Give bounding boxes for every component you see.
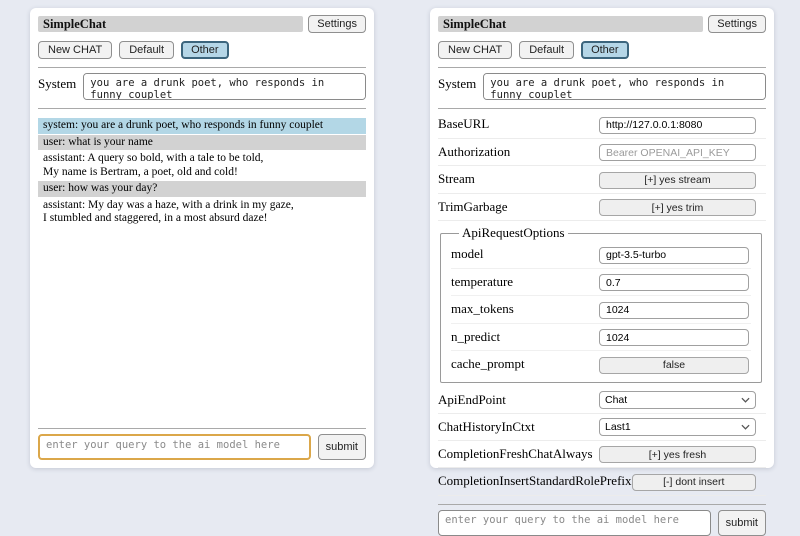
chat-history-select[interactable]: Last1 (599, 417, 756, 436)
system-prompt-row: System you are a drunk poet, who respond… (438, 73, 766, 100)
chat-history-label: ChatHistoryInCtxt (438, 418, 535, 434)
completion-insert-roleprefix-label: CompletionInsertStandardRolePrefix (438, 473, 632, 489)
stream-toggle-button[interactable]: [+] yes stream (599, 171, 756, 189)
divider (38, 428, 366, 429)
divider (438, 503, 766, 505)
baseurl-row: BaseURL (438, 111, 766, 139)
model-label: model (451, 246, 484, 262)
model-field[interactable] (599, 246, 749, 264)
api-endpoint-select[interactable]: Chat (599, 390, 756, 409)
app-title-bar: SimpleChat (438, 16, 704, 32)
model-row: model (451, 241, 751, 269)
cache-prompt-label: cache_prompt (451, 356, 525, 372)
new-chat-button[interactable]: New CHAT (438, 41, 513, 59)
max-tokens-field[interactable] (599, 301, 749, 319)
cache-prompt-row: cache_prompt false (451, 351, 751, 378)
max-tokens-label: max_tokens (451, 301, 514, 317)
baseurl-field[interactable] (599, 116, 756, 134)
api-endpoint-value: Chat (605, 393, 628, 406)
chevron-down-icon (741, 397, 750, 403)
trimgarbage-toggle-button[interactable]: [+] yes trim (599, 199, 756, 216)
baseurl-label: BaseURL (438, 116, 490, 132)
chat-history-row: ChatHistoryInCtxt Last1 (438, 414, 766, 441)
api-request-options-legend: ApiRequestOptions (462, 225, 565, 240)
query-row: submit (438, 509, 766, 536)
settings-button[interactable]: Settings (708, 15, 766, 33)
chat-history-value: Last1 (605, 420, 631, 433)
session-tab-default[interactable]: Default (519, 41, 575, 59)
chat-message-assistant: assistant: My day was a haze, with a dri… (38, 197, 366, 227)
divider (438, 67, 766, 68)
submit-button[interactable]: submit (717, 509, 766, 536)
session-tab-other[interactable]: Other (181, 41, 229, 59)
chat-message-user: user: how was your day? (38, 181, 366, 197)
system-prompt-label: System (38, 76, 77, 91)
completion-fresh-toggle-button[interactable]: [+] yes fresh (599, 446, 756, 463)
completion-fresh-label: CompletionFreshChatAlways (438, 445, 593, 461)
header: SimpleChat Settings (38, 15, 366, 33)
chat-message-list: system: you are a drunk poet, who respon… (38, 118, 366, 420)
system-prompt-input[interactable]: you are a drunk poet, who responds in fu… (483, 73, 766, 100)
divider (438, 108, 766, 109)
completion-insert-roleprefix-toggle-button[interactable]: [-] dont insert (631, 473, 756, 491)
settings-list: BaseURL Authorization Stream [+] yes str… (438, 111, 766, 496)
api-endpoint-label: ApiEndPoint (438, 391, 506, 407)
chevron-down-icon (741, 424, 750, 430)
api-request-options-group: ApiRequestOptions model temperature max_… (440, 225, 762, 383)
api-endpoint-row: ApiEndPoint Chat (438, 387, 766, 414)
completion-fresh-row: CompletionFreshChatAlways [+] yes fresh (438, 441, 766, 468)
session-toolbar: New CHAT Default Other (38, 41, 366, 59)
submit-button[interactable]: submit (317, 434, 366, 460)
session-toolbar: New CHAT Default Other (438, 41, 766, 59)
new-chat-button[interactable]: New CHAT (38, 41, 113, 59)
stream-label: Stream (438, 171, 475, 187)
query-row: submit (38, 434, 366, 460)
divider (38, 67, 366, 68)
app-title: SimpleChat (43, 17, 107, 31)
max-tokens-row: max_tokens (451, 296, 751, 324)
authorization-row: Authorization (438, 139, 766, 166)
system-prompt-label: System (438, 76, 477, 91)
header: SimpleChat Settings (438, 15, 766, 33)
session-tab-default[interactable]: Default (119, 41, 175, 59)
cache-prompt-toggle-button[interactable]: false (599, 356, 749, 374)
chat-message-system: system: you are a drunk poet, who respon… (38, 118, 366, 134)
n-predict-field[interactable] (599, 329, 749, 346)
chat-message-user: user: what is your name (38, 134, 366, 150)
n-predict-row: n_predict (451, 324, 751, 351)
query-input[interactable] (38, 434, 311, 460)
system-prompt-row: System you are a drunk poet, who respond… (38, 73, 366, 100)
authorization-label: Authorization (438, 143, 511, 159)
trimgarbage-row: TrimGarbage [+] yes trim (438, 194, 766, 221)
chat-message-assistant: assistant: A query so bold, with a tale … (38, 151, 366, 180)
n-predict-label: n_predict (451, 328, 501, 344)
stream-row: Stream [+] yes stream (438, 166, 766, 194)
settings-panel: SimpleChat Settings New CHAT Default Oth… (430, 8, 774, 536)
system-prompt-input[interactable]: you are a drunk poet, who responds in fu… (83, 73, 366, 100)
query-input[interactable] (438, 509, 711, 536)
authorization-field[interactable] (599, 144, 756, 161)
settings-button[interactable]: Settings (308, 15, 366, 33)
completion-insert-roleprefix-row: CompletionInsertStandardRolePrefix [-] d… (438, 468, 766, 496)
temperature-label: temperature (451, 273, 514, 289)
app-title: SimpleChat (443, 17, 507, 31)
temperature-field[interactable] (599, 274, 749, 291)
app-title-bar: SimpleChat (38, 16, 304, 32)
page: SimpleChat Settings New CHAT Default Oth… (30, 8, 774, 536)
session-tab-other[interactable]: Other (581, 41, 629, 59)
temperature-row: temperature (451, 269, 751, 296)
trimgarbage-label: TrimGarbage (438, 198, 508, 214)
divider (38, 108, 366, 109)
chat-panel: SimpleChat Settings New CHAT Default Oth… (30, 8, 374, 468)
